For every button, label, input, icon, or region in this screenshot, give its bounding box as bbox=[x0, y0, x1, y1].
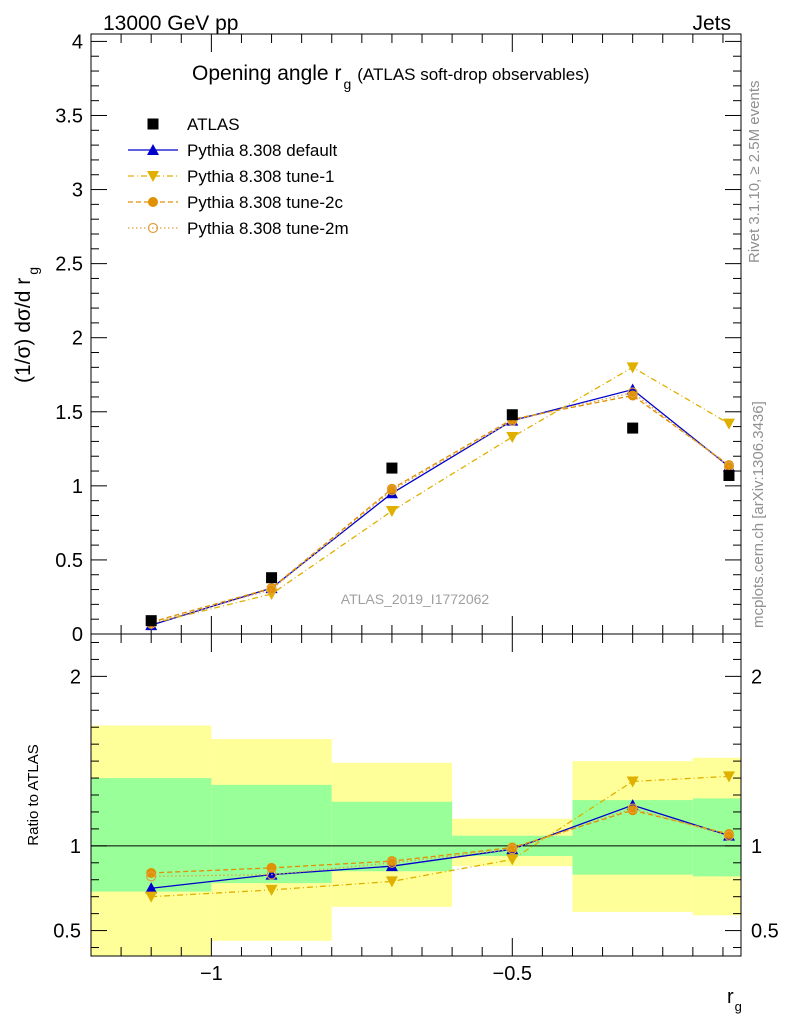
main-point-atlas bbox=[506, 409, 518, 421]
ratio-point-pythia-8-308-tune-2m bbox=[146, 871, 157, 882]
main-y-tick-label: 1 bbox=[72, 476, 83, 498]
main-point-pythia-8-308-tune-2m bbox=[627, 387, 638, 398]
main-point-atlas bbox=[627, 422, 639, 434]
ratio-y-tick-label: 1 bbox=[70, 836, 81, 858]
chart-title: Opening angle r g (ATLAS soft-drop observa… bbox=[192, 62, 589, 92]
legend-label-atlas: ATLAS bbox=[187, 115, 240, 134]
ratio-line-pythia-8-308-tune-2m bbox=[151, 807, 730, 877]
main-point-pythia-8-308-tune-1 bbox=[626, 362, 639, 374]
rivet-label: Rivet 3.1.10, ≥ 2.5M events bbox=[746, 81, 763, 264]
legend-marker-atlas bbox=[147, 118, 159, 130]
main-y-tick-label: 3 bbox=[72, 180, 83, 202]
ratio-point-pythia-8-308-tune-1 bbox=[626, 776, 639, 788]
legend-label-pythia-8-308-tune-2c: Pythia 8.308 tune-2c bbox=[187, 193, 343, 212]
main-y-tick-label: 2.5 bbox=[55, 254, 83, 276]
x-axis-label: rg bbox=[727, 986, 742, 1014]
main-point-atlas bbox=[723, 469, 735, 481]
legend-marker-pythia-8-308-tune-2c bbox=[148, 197, 158, 207]
legend-label-pythia-8-308-tune-1: Pythia 8.308 tune-1 bbox=[187, 167, 334, 186]
main-line-pythia-8-308-default bbox=[150, 388, 730, 626]
main-point-pythia-8-308-tune-1 bbox=[506, 431, 519, 443]
ratio-point-pythia-8-308-tune-1 bbox=[265, 884, 278, 896]
legend-marker-pythia-8-308-default bbox=[147, 144, 159, 155]
main-line-pythia-8-308-tune-2m bbox=[151, 391, 730, 625]
legend-marker-pythia-8-308-tune-2m bbox=[147, 222, 159, 234]
main-y-tick-label: 3.5 bbox=[55, 105, 83, 127]
main-point-pythia-8-308-tune-1 bbox=[385, 506, 398, 518]
main-y-tick-label: 1.5 bbox=[55, 402, 83, 424]
main-point-atlas bbox=[266, 572, 278, 584]
ratio-point-pythia-8-308-tune-2m bbox=[723, 830, 735, 841]
main-point-pythia-8-308-tune-2m bbox=[386, 485, 398, 496]
ratio-point-pythia-8-308-tune-1 bbox=[385, 876, 398, 888]
uncertainty-bands bbox=[91, 725, 741, 956]
ratio-x-tick-label: −1 bbox=[200, 963, 223, 985]
axis-ticks: 0 0.5 1 1.5 2 2.5 3 3.5 4 −1 −0.5 0.5 0.5 1 1 2 2 bbox=[53, 31, 779, 985]
legend-marker-pythia-8-308-tune-1 bbox=[147, 171, 159, 182]
ratio-y-tick-label: 2 bbox=[751, 666, 762, 688]
header-right: Jets bbox=[692, 12, 731, 35]
ratio-line-pythia-8-308-tune-1 bbox=[151, 775, 729, 898]
ratio-point-pythia-8-308-tune-2m bbox=[266, 869, 277, 880]
main-point-atlas bbox=[145, 615, 157, 627]
ratio-line-pythia-8-308-tune-2c bbox=[151, 809, 730, 874]
ratio-point-pythia-8-308-tune-2m bbox=[386, 857, 398, 868]
analysis-id: ATLAS_2019_I1772062 bbox=[341, 591, 490, 607]
ratio-point-pythia-8-308-tune-1 bbox=[145, 891, 158, 903]
main-y-axis-label: (1/σ) dσ/d rg bbox=[12, 267, 41, 383]
main-point-pythia-8-308-tune-1 bbox=[722, 418, 735, 430]
ratio-y-tick-label: 2 bbox=[70, 666, 81, 688]
mcplots-label: mcplots.cern.ch [arXiv:1306.3436] bbox=[750, 401, 767, 628]
ratio-line-pythia-8-308-default bbox=[151, 804, 730, 889]
main-y-tick-label: 0 bbox=[72, 624, 83, 646]
ratio-band-inner bbox=[692, 798, 741, 877]
ratio-point-pythia-8-308-tune-2m bbox=[627, 803, 638, 814]
data-series bbox=[145, 362, 735, 903]
main-line-pythia-8-308-tune-1 bbox=[151, 366, 730, 625]
ratio-point-pythia-8-308-default bbox=[145, 882, 158, 894]
header-left: 13000 GeV pp bbox=[103, 12, 238, 35]
legend-label-pythia-8-308-default: Pythia 8.308 default bbox=[187, 141, 338, 160]
ratio-y-axis-label: Ratio to ATLAS bbox=[25, 744, 42, 845]
main-y-tick-label: 2 bbox=[72, 328, 83, 350]
ratio-x-tick-label: −0.5 bbox=[493, 963, 532, 985]
legend: ATLAS Pythia 8.308 default Pythia 8.308 tu… bbox=[128, 115, 349, 238]
main-line-pythia-8-308-tune-2c bbox=[151, 394, 730, 623]
ratio-y-tick-label: 0.5 bbox=[53, 921, 81, 943]
ratio-point-pythia-8-308-tune-2c bbox=[146, 867, 157, 878]
ratio-y-tick-label: 1 bbox=[751, 836, 762, 858]
ratio-point-pythia-8-308-tune-1 bbox=[506, 854, 519, 866]
main-y-tick-label: 0.5 bbox=[55, 550, 83, 572]
main-point-atlas bbox=[386, 462, 398, 474]
main-point-pythia-8-308-tune-2m bbox=[266, 584, 277, 595]
ratio-y-tick-label: 0.5 bbox=[751, 921, 779, 943]
ratio-point-pythia-8-308-tune-2m bbox=[507, 844, 518, 855]
main-y-tick-label: 4 bbox=[72, 31, 83, 53]
ratio-point-pythia-8-308-tune-1 bbox=[722, 771, 735, 783]
legend-label-pythia-8-308-tune-2m: Pythia 8.308 tune-2m bbox=[187, 219, 349, 238]
